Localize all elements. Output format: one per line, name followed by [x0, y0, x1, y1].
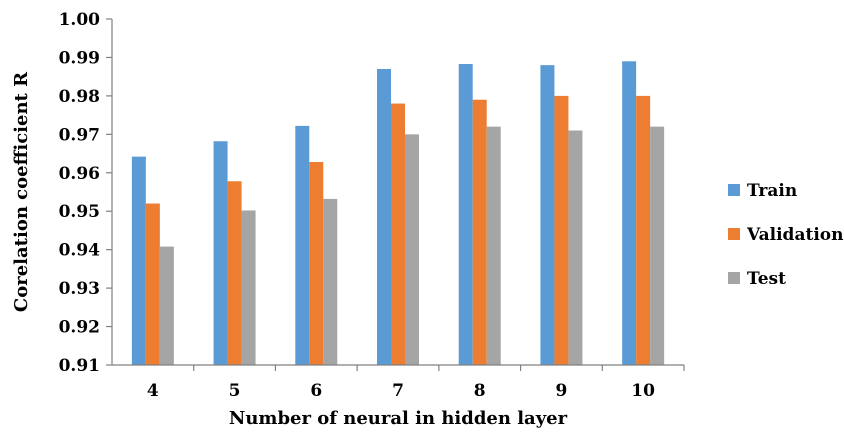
- legend-label-train: Train: [747, 181, 797, 201]
- legend-swatch-train: [728, 184, 740, 196]
- x-tick-label: 7: [392, 381, 404, 401]
- legend-swatch-test: [728, 272, 740, 284]
- bar-train-8: [458, 63, 473, 365]
- y-tick-label: 0.95: [59, 202, 100, 222]
- bar-test-5: [241, 210, 256, 365]
- y-tick-label: 0.96: [59, 164, 100, 184]
- bar-train-4: [131, 156, 146, 365]
- bar-validation-10: [636, 95, 651, 365]
- bar-test-9: [568, 130, 583, 365]
- legend: Train Validation Test: [728, 181, 843, 289]
- bar-train-7: [377, 68, 391, 365]
- legend-label-validation: Validation: [746, 225, 843, 245]
- y-tick-label: 0.94: [59, 241, 101, 261]
- y-tick-label: 0.98: [59, 87, 100, 107]
- bar-validation-7: [391, 103, 405, 366]
- x-tick-label: 6: [310, 381, 322, 401]
- x-tick-label: 5: [229, 381, 241, 401]
- bar-validation-5: [227, 181, 242, 365]
- y-tick-label: 0.97: [59, 125, 100, 145]
- bar-test-4: [159, 246, 174, 365]
- y-tick-label: 0.92: [59, 318, 100, 338]
- x-tick-label: 8: [474, 381, 486, 401]
- y-tick-label: 0.93: [59, 279, 100, 299]
- legend-label-test: Test: [747, 269, 786, 289]
- bar-validation-4: [145, 203, 160, 365]
- y-tick-label: 0.99: [59, 48, 100, 68]
- x-tick-label: 9: [556, 381, 568, 401]
- x-axis-title: Number of neural in hidden layer: [229, 408, 568, 429]
- y-axis-title: Corelation coefficient R: [11, 71, 32, 312]
- x-tick-label: 10: [631, 381, 655, 401]
- bar-test-10: [650, 126, 665, 366]
- y-tick-label: 1.00: [59, 10, 101, 30]
- bar-train-10: [622, 61, 637, 366]
- bar-series-group: [131, 61, 665, 366]
- legend-swatch-validation: [728, 228, 740, 240]
- bar-test-6: [323, 198, 338, 365]
- x-tick-label: 4: [147, 381, 159, 401]
- bar-validation-6: [309, 162, 324, 365]
- bar-test-8: [486, 126, 501, 366]
- y-tick-label: 0.91: [59, 356, 100, 376]
- y-axis-ticks: 0.91 0.92 0.93 0.94 0.95 0.96 0.97 0.98 0.99 1.00: [59, 10, 112, 376]
- bar-train-5: [213, 141, 228, 365]
- x-axis-ticks: 4 5 6 7 8 9 10: [147, 365, 685, 401]
- bar-test-7: [405, 134, 419, 365]
- bar-validation-8: [472, 99, 487, 365]
- bar-train-9: [540, 65, 555, 365]
- bar-validation-9: [554, 95, 569, 365]
- bar-train-6: [295, 125, 310, 366]
